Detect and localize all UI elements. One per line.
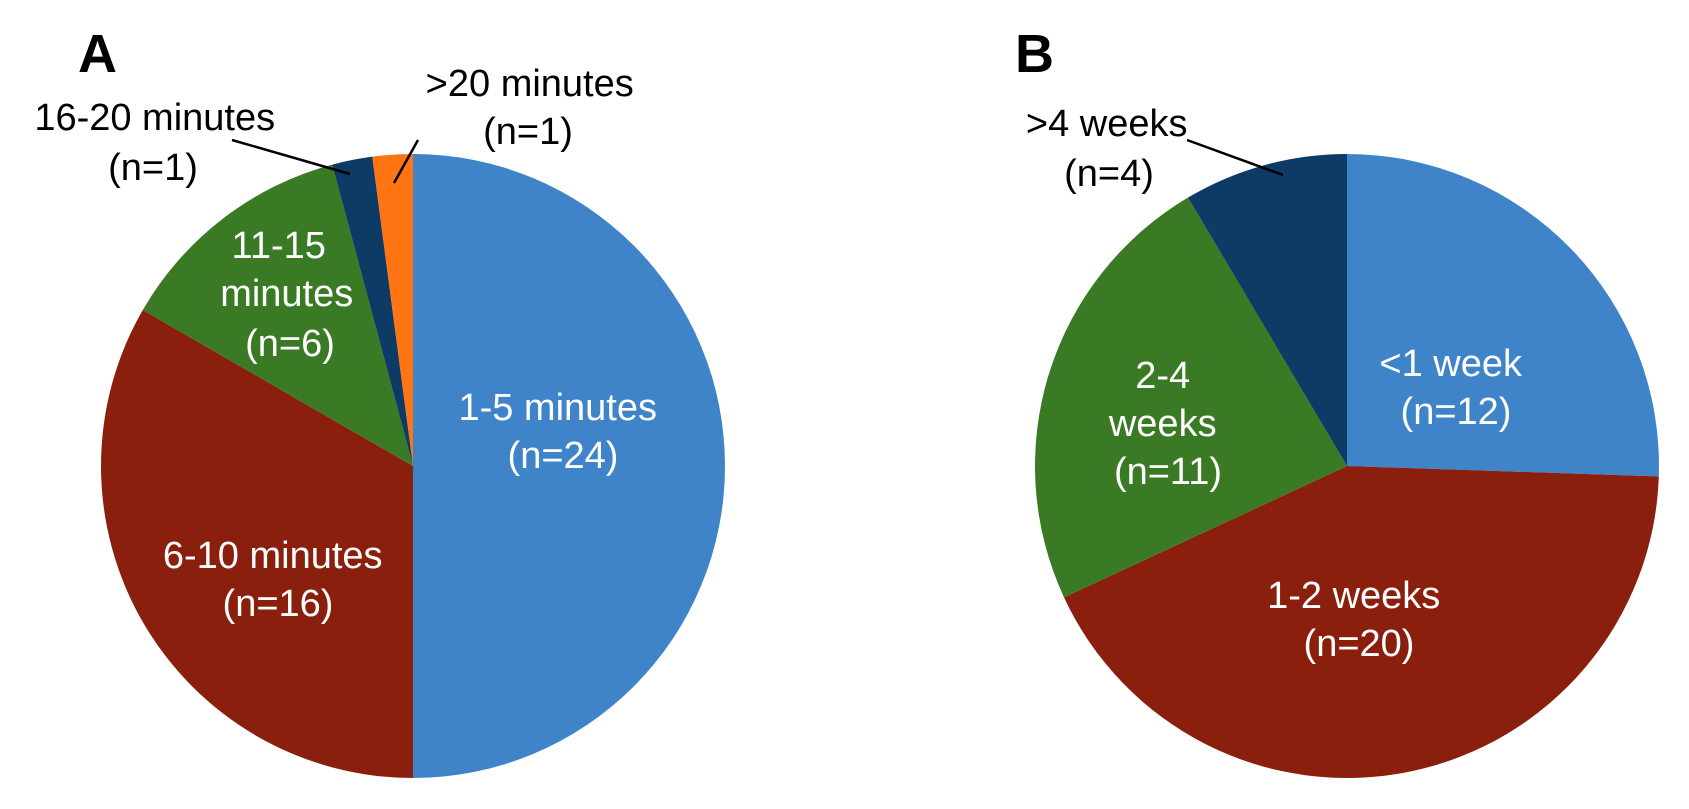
slice-label-1-2-weeks: 1-2 weeks (n=20)	[1267, 575, 1451, 665]
slice-label-under-1-week: <1 week (n=12)	[1379, 343, 1532, 433]
slice-name-over-4-weeks: >4 weeks	[1026, 103, 1188, 145]
slice-name-1-5-minutes: 1-5 minutes	[458, 387, 657, 429]
pie-chart-a: A 1-5 minutes (n=24) 6-10 minutes (n=16)…	[34, 24, 725, 779]
pie-slice-1-5-minutes	[413, 154, 725, 778]
slice-count-16-20-minutes: (n=1)	[108, 147, 198, 189]
pie-slice-16-20-minutes	[332, 156, 413, 467]
slice-count-under-1-week: (n=12)	[1401, 391, 1512, 433]
slice-count-over-20-minutes: (n=1)	[483, 111, 573, 153]
pie-slice-2-4-weeks	[1035, 197, 1347, 598]
slice-label-over-20-minutes: >20 minutes (n=1)	[426, 63, 645, 153]
pie-slice-under-1-week	[1347, 154, 1660, 477]
slice-name-2-4-line2: weeks	[1108, 403, 1217, 445]
slice-name-16-20-minutes: 16-20 minutes	[34, 97, 275, 139]
slice-name-1-2-weeks: 1-2 weeks	[1267, 575, 1440, 617]
slice-count-1-5-minutes: (n=24)	[508, 435, 619, 477]
panel-label-a: A	[78, 24, 117, 84]
pie-slice-11-15-minutes	[142, 164, 414, 466]
leader-line-16-20-minutes	[231, 138, 351, 176]
pie-a-slices	[100, 154, 725, 779]
pie-slice-over-20-minutes	[372, 154, 413, 466]
slice-name-6-10-minutes: 6-10 minutes	[163, 535, 383, 577]
slice-label-1-5-minutes: 1-5 minutes (n=24)	[458, 387, 667, 477]
leader-line-over-20-minutes	[392, 139, 420, 184]
slice-label-6-10-minutes: 6-10 minutes (n=16)	[163, 535, 393, 625]
pie-slice-over-4-weeks	[1188, 154, 1347, 466]
slice-label-11-15-minutes: 11-15 minutes (n=6)	[220, 225, 364, 365]
slice-count-6-10-minutes: (n=16)	[223, 583, 334, 625]
slice-label-over-4-weeks: >4 weeks (n=4)	[1026, 103, 1198, 195]
slice-count-2-4-weeks: (n=11)	[1114, 451, 1222, 493]
pie-slice-1-2-weeks	[1063, 466, 1659, 779]
slice-count-11-15-minutes: (n=6)	[245, 323, 335, 365]
slice-label-2-4-weeks: 2-4 weeks (n=11)	[1108, 355, 1227, 493]
pie-chart-b: B <1 week (n=12) 1-2 weeks (n=20) 2-4 we…	[1015, 24, 1660, 779]
leader-line-over-4-weeks	[1186, 138, 1284, 177]
pie-slice-6-10-minutes	[100, 310, 413, 779]
slice-name-over-20-minutes: >20 minutes	[426, 63, 634, 105]
panel-label-b: B	[1015, 24, 1054, 84]
slice-label-16-20-minutes: 16-20 minutes (n=1)	[34, 97, 285, 189]
pie-b-slices	[1035, 154, 1660, 779]
slice-name-2-4-line1: 2-4	[1135, 355, 1190, 397]
slice-name-11-15-line2: minutes	[220, 273, 353, 315]
slice-name-under-1-week: <1 week	[1379, 343, 1523, 385]
slice-name-11-15-line1: 11-15	[232, 225, 326, 267]
slice-count-1-2-weeks: (n=20)	[1304, 623, 1415, 665]
slice-count-over-4-weeks: (n=4)	[1064, 153, 1154, 195]
